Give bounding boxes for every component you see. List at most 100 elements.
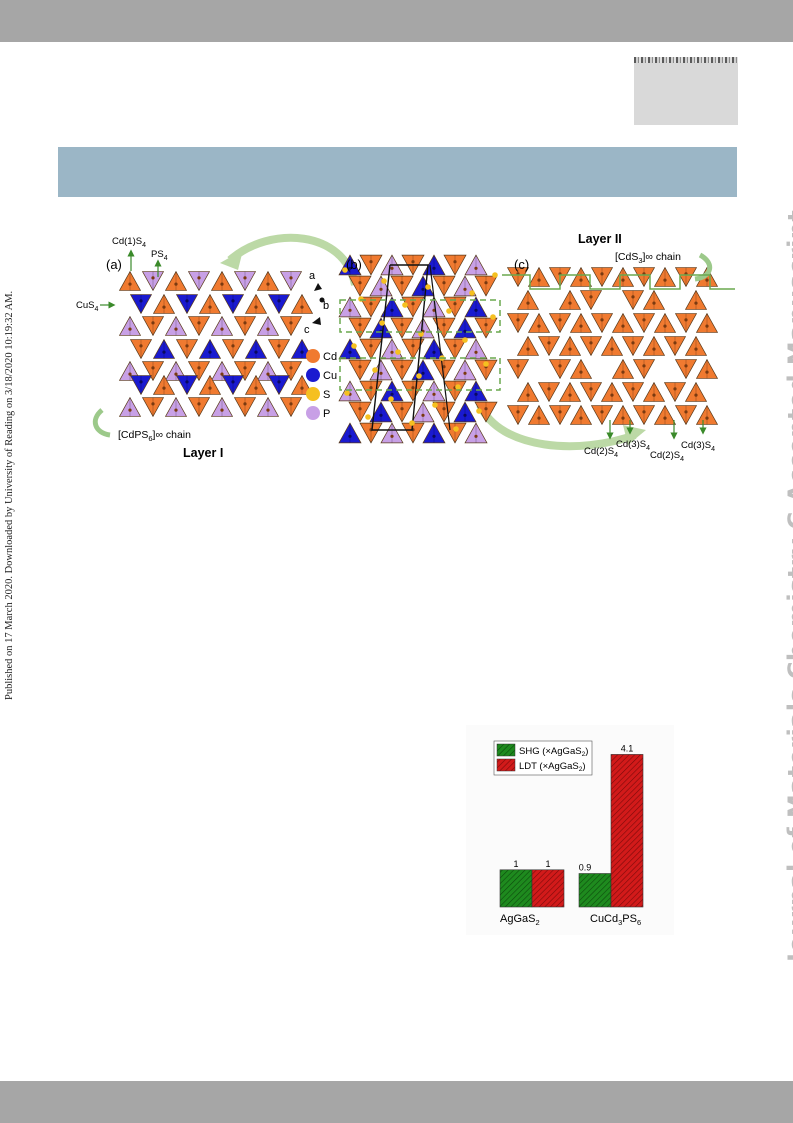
polyhedron xyxy=(401,338,425,360)
axis-b-label: b xyxy=(323,300,329,312)
cds4-tetrahedron xyxy=(684,381,708,402)
cds4-tetrahedron xyxy=(674,313,698,334)
tetrahedron-o xyxy=(210,270,234,291)
polyhedron xyxy=(474,401,498,423)
polyhedron xyxy=(432,401,456,423)
tetrahedron-p xyxy=(164,396,188,417)
sulfur-atom xyxy=(358,296,364,302)
cd3s4-label-1: Cd(3)S4 xyxy=(616,439,650,452)
cds4-tetrahedron xyxy=(548,359,572,380)
cds4-tetrahedron xyxy=(632,313,656,334)
category-label-cucd3ps6: CuCd3PS6 xyxy=(590,913,641,927)
legend-label-cd: Cd xyxy=(323,351,337,363)
tetrahedron-o xyxy=(141,361,165,382)
value-label: 4.1 xyxy=(621,743,634,753)
polyhedron xyxy=(390,401,414,423)
polyhedron xyxy=(359,380,383,402)
legend-label-shg: SHG (×AgGaS2) xyxy=(519,746,588,758)
cds4-tetrahedron xyxy=(506,405,530,426)
cds4-tetrahedron xyxy=(548,313,572,334)
panel-a-label: (a) xyxy=(106,257,122,272)
legend-label-ldt: LDT (×AgGaS2) xyxy=(519,761,586,773)
polyhedron xyxy=(390,359,414,381)
cds4-tetrahedron xyxy=(695,312,719,333)
polyhedron xyxy=(443,422,467,444)
logo-pattern-strip xyxy=(634,57,738,63)
axis-a-arrow xyxy=(314,283,322,291)
cds4-tetrahedron xyxy=(611,266,635,287)
cd2s4-arrows xyxy=(606,420,707,440)
polyhedron xyxy=(464,296,488,318)
polyhedron xyxy=(359,338,383,360)
polyhedron xyxy=(453,401,477,423)
cds4-tetrahedron xyxy=(569,404,593,425)
cds4-tetrahedron xyxy=(653,404,677,425)
polyhedron xyxy=(453,317,477,339)
layer-ii-label: Layer II xyxy=(578,232,622,246)
tetrahedron-p xyxy=(233,271,257,292)
cds3-chain-label: [CdS3]∞ chain xyxy=(615,251,681,265)
tetrahedron-o xyxy=(152,293,176,314)
tetrahedron-p xyxy=(210,315,234,336)
tetrahedron-b xyxy=(244,338,268,359)
axis-b-dot xyxy=(319,297,325,303)
unit-cell-edge xyxy=(429,264,451,431)
polyhedron xyxy=(348,401,372,423)
polyhedron xyxy=(464,338,488,360)
tetrahedron-o xyxy=(279,316,303,337)
panel-c-label: (c) xyxy=(514,257,529,272)
cds4-tetrahedron xyxy=(558,381,582,402)
bottom-footer-bar xyxy=(0,1081,793,1123)
polyhedron xyxy=(464,422,488,444)
legend-swatch-shg xyxy=(496,743,516,757)
legend-dot-cu xyxy=(306,368,320,382)
cds4-tetrahedron xyxy=(537,382,561,403)
tetrahedron-p xyxy=(187,271,211,292)
polyhedron xyxy=(422,380,446,402)
cus4-label: CuS4 xyxy=(76,300,98,313)
polyhedron xyxy=(432,359,456,381)
sulfur-atom xyxy=(455,384,461,390)
tetrahedron-o xyxy=(267,339,291,360)
sulfur-atom xyxy=(409,420,415,426)
polyhedron xyxy=(380,422,404,444)
sulfur-atom xyxy=(490,314,496,320)
cds4-tetrahedron xyxy=(663,336,687,357)
polyhedron xyxy=(338,338,362,360)
tetrahedron-o xyxy=(221,339,245,360)
polyhedron xyxy=(443,254,467,276)
polyhedron xyxy=(348,317,372,339)
cds4-tetrahedron xyxy=(590,405,614,426)
sulfur-atom xyxy=(344,390,350,396)
tetrahedron-o xyxy=(187,361,211,382)
tetrahedron-b xyxy=(198,338,222,359)
sulfur-atom xyxy=(432,402,438,408)
cds4-tetrahedron xyxy=(600,381,624,402)
cdps6-chain-label: [CdPS6]∞ chain xyxy=(118,429,191,443)
curved-arrow-top-head xyxy=(220,250,243,270)
sulfur-atom xyxy=(492,272,498,278)
tetrahedron-p xyxy=(256,315,280,336)
cds4-tetrahedron xyxy=(611,312,635,333)
sulfur-atom xyxy=(476,408,482,414)
cd1s4-label: Cd(1)S4 xyxy=(112,236,146,249)
sulfur-atom xyxy=(388,396,394,402)
sulfur-atom xyxy=(425,284,431,290)
dashed-box-layer-ii xyxy=(339,357,501,391)
polyhedron xyxy=(338,380,362,402)
dashed-box-layer-i xyxy=(339,299,501,333)
cds4-tetrahedron xyxy=(506,359,530,380)
polyhedron xyxy=(411,359,435,381)
cds4-tetrahedron xyxy=(653,266,677,287)
tetrahedron-o xyxy=(152,374,176,395)
cdps6-chain-arrow xyxy=(92,408,111,438)
bar-shg-aggas2 xyxy=(499,869,533,908)
polyhedron xyxy=(359,254,383,276)
bar-ldt-cucd3ps6 xyxy=(610,754,644,908)
sulfur-atom xyxy=(462,337,468,343)
tetrahedron-b xyxy=(221,375,245,396)
element-legend: Cd Cu SP xyxy=(306,349,337,420)
article-title-band xyxy=(58,147,737,197)
cds4-tetrahedron xyxy=(674,359,698,380)
polyhedron xyxy=(453,359,477,381)
